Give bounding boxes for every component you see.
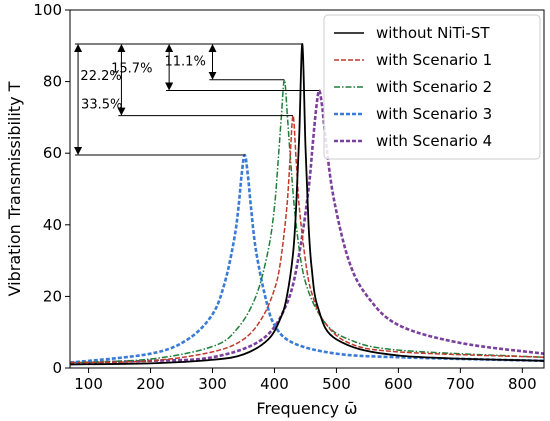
- legend: without NiTi-ST with Scenario 1 with Scena…: [323, 14, 541, 160]
- y-tick-label: 60: [43, 144, 62, 162]
- y-tick-label: 100: [33, 1, 62, 19]
- x-tick-label: 800: [508, 375, 537, 393]
- series-line-5: [70, 89, 544, 364]
- annotation-label-4: 33.5%: [81, 97, 122, 112]
- legend-label-2: with Scenario 1: [376, 51, 492, 69]
- y-tick-label: 40: [43, 216, 62, 234]
- annotation-label-3: 22.2%: [80, 69, 121, 84]
- annotations: 11.1% 15.7%22.2% 33.5%: [74, 43, 320, 156]
- series-line-4: [70, 153, 544, 364]
- x-tick-label: 400: [260, 375, 289, 393]
- axes: 100 200 300 400 500 600 700 800 0 20 40 60 80 100: [33, 1, 545, 393]
- series-line-1: [70, 43, 544, 366]
- annotation-label-1: 11.1%: [165, 54, 206, 69]
- series-line-2: [70, 114, 544, 364]
- series-line-3: [70, 79, 544, 364]
- plot-area: [70, 43, 544, 366]
- y-tick-label: 80: [43, 73, 62, 91]
- plot-frame: [69, 9, 545, 369]
- legend-label-1: without NiTi-ST: [376, 24, 490, 42]
- x-tick-label: 300: [198, 375, 227, 393]
- legend-box: [323, 14, 541, 160]
- x-tick-label: 600: [384, 375, 413, 393]
- annotation-label-2: 15.7%: [111, 62, 152, 77]
- y-tick-label: 0: [52, 359, 62, 377]
- y-tick-label: 20: [43, 287, 62, 305]
- x-tick-label: 100: [74, 375, 103, 393]
- x-axis-label: Frequency ω̄: [256, 399, 357, 418]
- x-tick-label: 200: [136, 375, 165, 393]
- legend-label-4: with Scenario 3: [376, 105, 492, 123]
- x-tick-label: 500: [322, 375, 351, 393]
- x-tick-label: 700: [446, 375, 475, 393]
- legend-label-3: with Scenario 2: [376, 78, 492, 96]
- y-axis-label: Vibration Transmissibility T: [5, 81, 24, 296]
- legend-label-5: with Scenario 4: [376, 132, 492, 150]
